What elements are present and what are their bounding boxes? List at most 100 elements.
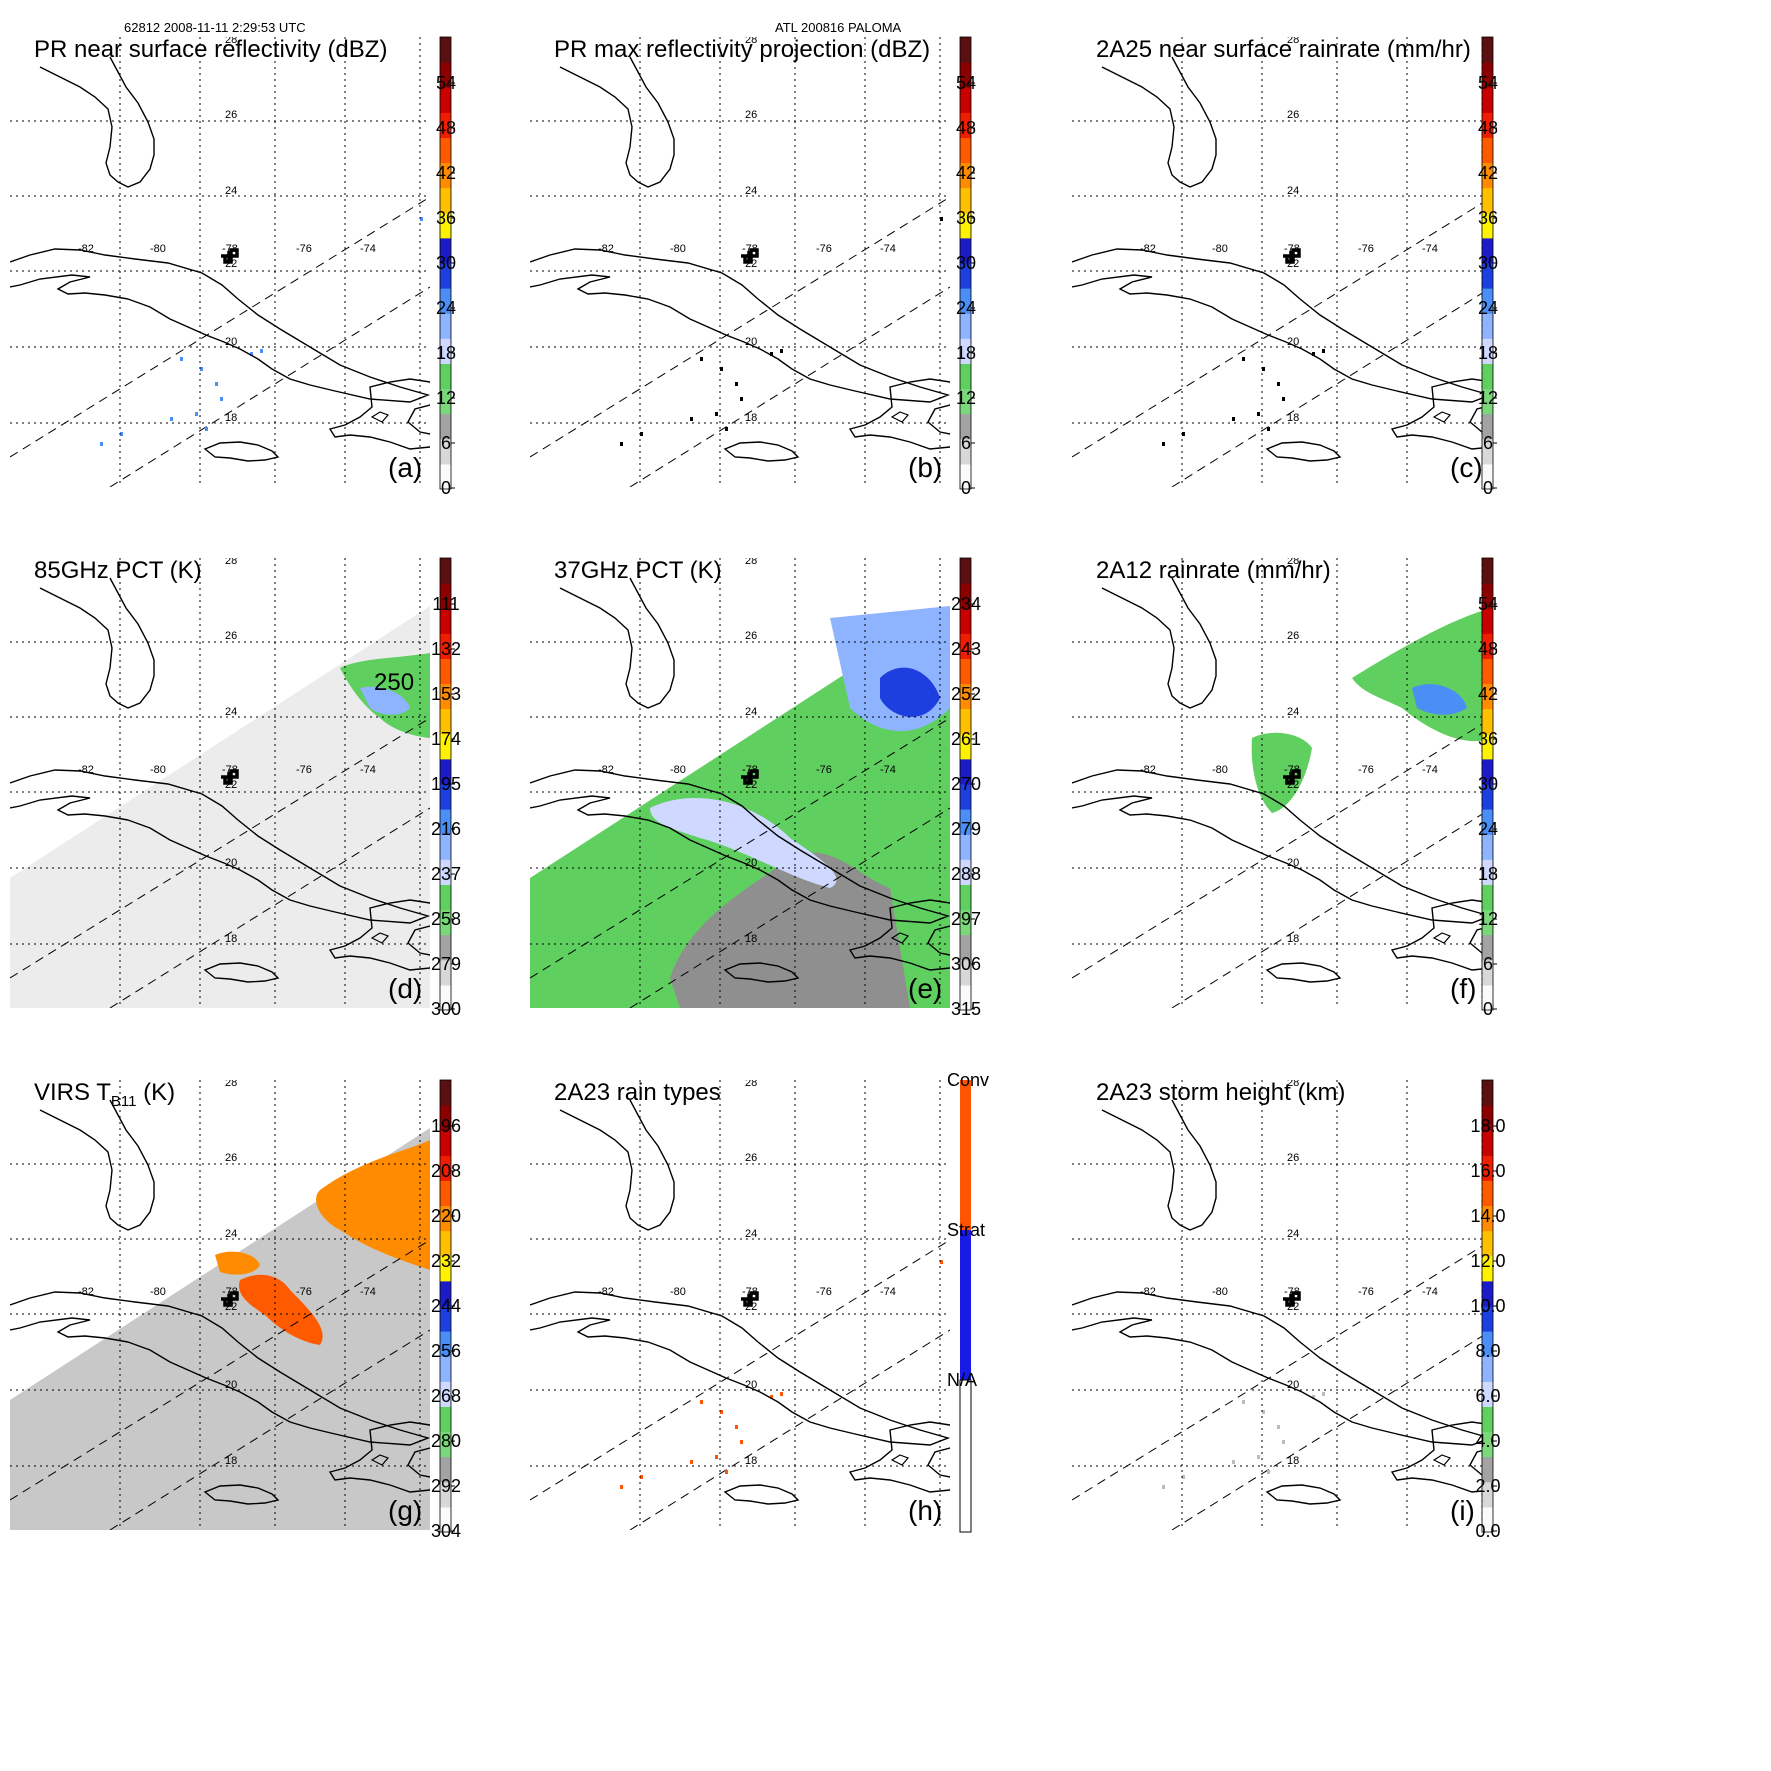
- swath-field-d: [10, 606, 430, 1008]
- colorbar-swatch: [1482, 1456, 1493, 1483]
- colorbar-swatch: [440, 784, 451, 810]
- lat-label: 26: [225, 109, 237, 121]
- colorbar-tick: 24: [1478, 819, 1498, 839]
- colorbar-tick: 300: [431, 999, 461, 1019]
- panel-label-e: (e): [908, 973, 942, 1004]
- echo-pixel: [120, 432, 123, 436]
- lat-label: 20: [225, 1379, 237, 1391]
- colorbar-swatch: [1482, 859, 1493, 885]
- colorbar-swatch: [440, 909, 451, 936]
- colorbar-tick: 30: [1478, 253, 1498, 273]
- colorbar-tick: 237: [431, 864, 461, 884]
- colorbar-tick: 280: [431, 1431, 461, 1451]
- colorbar-swatch: [440, 683, 451, 710]
- cloud-top-core: [239, 1274, 323, 1345]
- panel-label-c: (c): [1450, 452, 1483, 483]
- lat-label: 28: [745, 1077, 757, 1089]
- lon-label: -80: [1212, 243, 1228, 255]
- echo-pixel: [715, 412, 718, 416]
- colorbar-tick: 12: [436, 388, 456, 408]
- colorbar-swatch: [1482, 1130, 1493, 1156]
- colorbar-tick: 48: [436, 118, 456, 138]
- colorbar-tick: 261: [951, 729, 981, 749]
- colorbar-swatch: [1482, 212, 1493, 239]
- rain-area-center: [1251, 732, 1312, 813]
- colorbar-tick: 232: [431, 1251, 461, 1271]
- colorbar-tick: 0: [961, 478, 971, 498]
- lon-label: -82: [1140, 764, 1156, 776]
- colorbar-swatch: [1482, 1080, 1493, 1106]
- colorbar-tick: 288: [951, 864, 981, 884]
- colorbar-tick: 6: [1483, 433, 1493, 453]
- colorbar-tick: 16.0: [1470, 1161, 1505, 1181]
- storm-center-marker: [1283, 1291, 1301, 1307]
- colorbar-swatch: [960, 463, 971, 490]
- colorbar-swatch: [1482, 809, 1493, 835]
- echo-pixel: [1312, 352, 1315, 356]
- colorbar-b: 54 48 42 36 30 24 18 12 6 0: [956, 36, 976, 498]
- echo-pixel: [700, 1400, 703, 1404]
- colorbar-swatch: [1482, 558, 1493, 584]
- swath-edge-line: [629, 807, 950, 1008]
- colorbar-swatch: [1482, 934, 1493, 961]
- colorbar-swatch: [960, 37, 971, 63]
- colorbar-swatch: [960, 733, 971, 760]
- colorbar-swatch: [1482, 1230, 1493, 1257]
- lon-label: -72: [1496, 764, 1512, 776]
- colorbar-swatch: [440, 1506, 451, 1533]
- colorbar-swatch: [440, 658, 451, 685]
- lat-label: 24: [745, 185, 757, 197]
- colorbar-swatch: [440, 438, 451, 465]
- colorbar-tick: 6: [441, 433, 451, 453]
- colorbar-swatch: [440, 1381, 451, 1407]
- lat-label: 20: [225, 857, 237, 869]
- colorbar-tick: 8.0: [1475, 1341, 1500, 1361]
- panel-title-a: PR near surface reflectivity (dBZ): [34, 36, 387, 63]
- lon-label: -82: [598, 1286, 614, 1298]
- lon-label: -76: [296, 764, 312, 776]
- colorbar-swatch: [440, 313, 451, 339]
- colorbar-tick: 48: [1478, 639, 1498, 659]
- storm-center-marker: [741, 769, 759, 785]
- lon-label: -80: [670, 764, 686, 776]
- colorbar-swatch: [440, 934, 451, 961]
- colorbar-swatch: [1482, 112, 1493, 138]
- colorbar-tick: 234: [951, 594, 981, 614]
- panel-title-d: 85GHz PCT (K): [34, 557, 202, 584]
- colorbar-swatch: [1482, 62, 1493, 88]
- colorbar-swatch: [960, 583, 971, 609]
- colorbar-swatch: [960, 338, 971, 364]
- lat-label: 18: [1287, 1455, 1299, 1467]
- panel-title-g: VIRS TB11 (K): [34, 1079, 175, 1110]
- colorbar-g: 196 208 220 232 244 256 268 280 292 304: [431, 1079, 461, 1541]
- colorbar-tick: 279: [951, 819, 981, 839]
- echo-pixel: [770, 352, 773, 356]
- colorbar-swatch: [1482, 187, 1493, 214]
- colorbar-tick: 2.0: [1475, 1476, 1500, 1496]
- colorbar-tick: 216: [431, 819, 461, 839]
- lon-label: -74: [360, 243, 376, 255]
- colorbar-swatch: [1482, 583, 1493, 609]
- colorbar-tick: 36: [1478, 729, 1498, 749]
- colorbar-swatch: [440, 37, 451, 63]
- colorbar-tick: 258: [431, 909, 461, 929]
- lon-label: -80: [1212, 1286, 1228, 1298]
- colorbar-swatch: [960, 633, 971, 659]
- panel-title-b: PR max reflectivity projection (dBZ): [554, 36, 930, 63]
- colorbar-swatch: [1482, 758, 1493, 785]
- echo-pixel: [100, 442, 103, 446]
- echo-pixel: [1242, 1400, 1245, 1404]
- swath-edge-line: [109, 807, 430, 1008]
- lon-label: -82: [78, 1286, 94, 1298]
- colorbar-swatch: [1482, 834, 1493, 860]
- echo-pixel: [715, 1455, 718, 1459]
- swath-edge-line: [1072, 717, 1492, 979]
- lat-label: 20: [745, 1379, 757, 1391]
- colorbar-tick: 195: [431, 774, 461, 794]
- colorbar-swatch: [960, 934, 971, 961]
- colorbar-swatch: [960, 388, 971, 415]
- colorbar-swatch: [1482, 37, 1493, 63]
- echo-pixel: [205, 427, 208, 431]
